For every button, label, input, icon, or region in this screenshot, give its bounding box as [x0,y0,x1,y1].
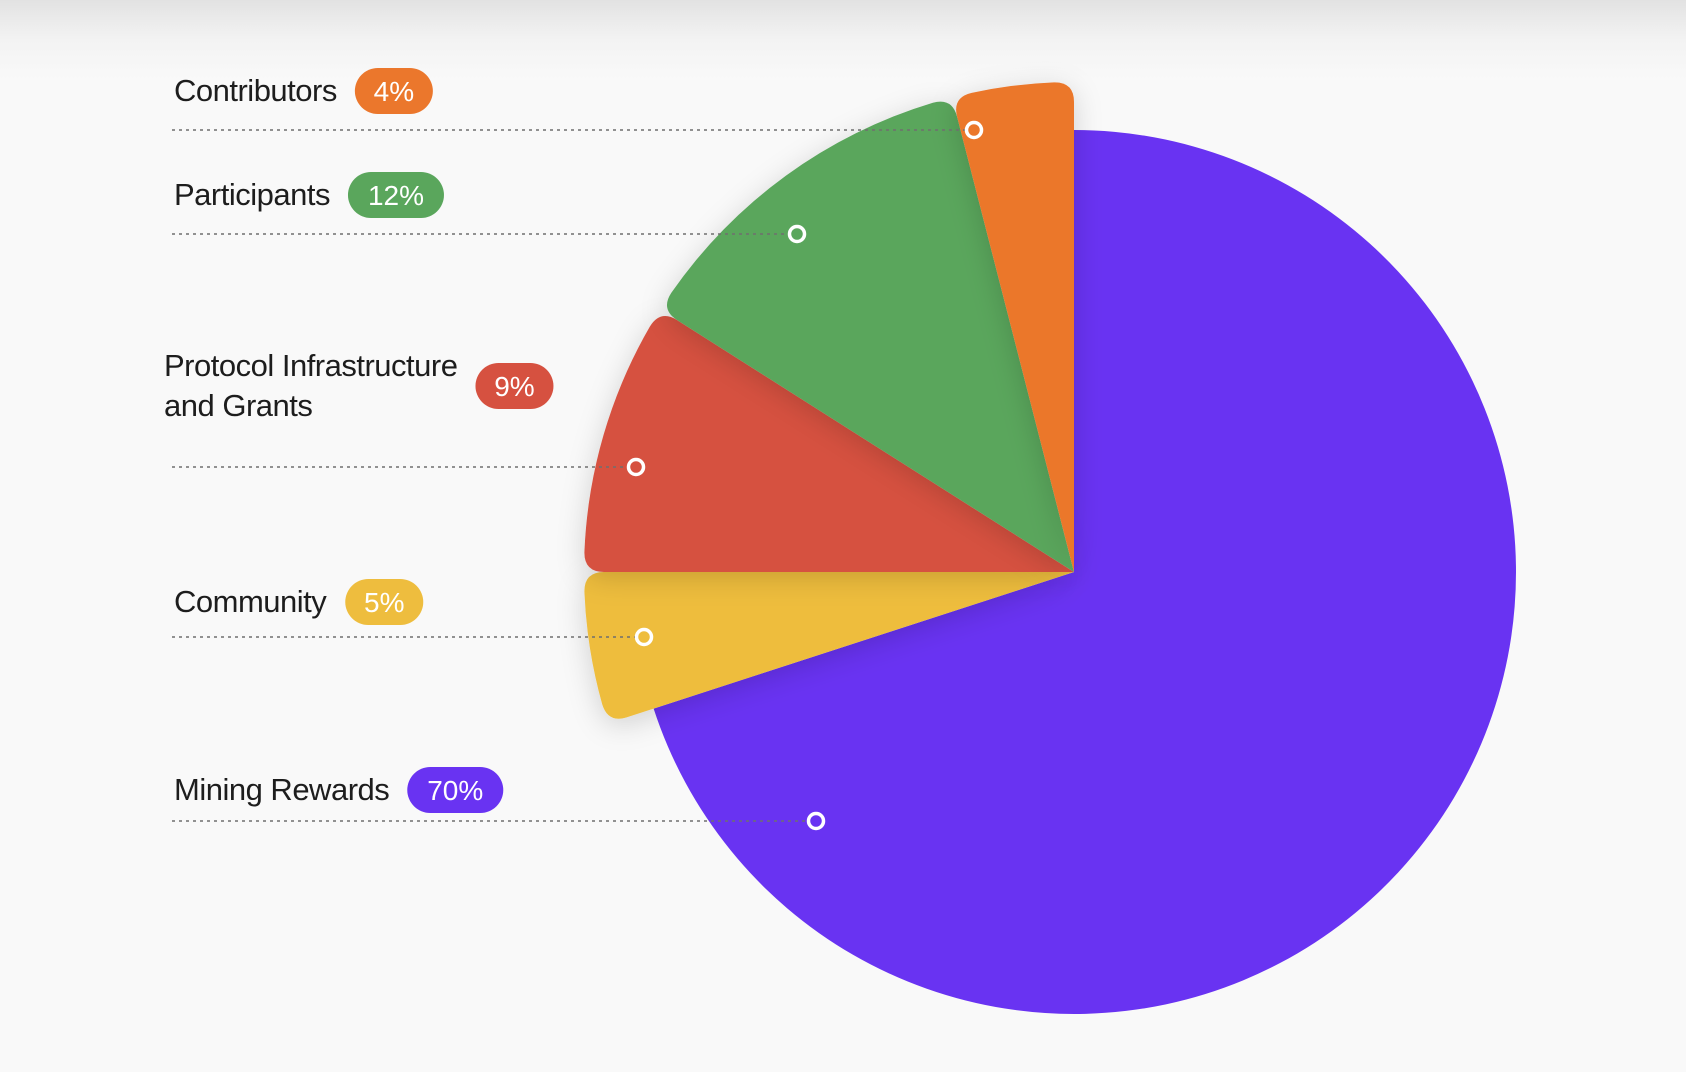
percent-label-mining-rewards: 70% [427,775,483,806]
percent-label-contributors: 4% [374,76,414,107]
label-group-mining-rewards: Mining Rewards 70% [172,767,826,831]
slice-label-contributors: Contributors [174,73,337,108]
percent-label-participants: 12% [368,180,424,211]
percent-badge-participants [347,172,444,218]
pie-slice-community [584,572,1074,719]
pie-slice-contributors [956,82,1074,572]
percent-label-community: 5% [364,587,404,618]
slice-label-protocol-infrastructure-and-grants: Protocol Infrastructure and Grants [164,348,457,423]
pie-slice-protocol-infrastructure-and-grants [584,316,1074,572]
marker-dot-community [634,627,654,647]
marker-dot-contributors [964,120,984,140]
label-group-contributors: Contributors 4% [172,68,984,140]
percent-label-protocol-infrastructure-and-grants: 9% [494,371,534,402]
percent-badge-mining-rewards [407,767,504,813]
slice-label-mining-rewards: Mining Rewards [174,772,389,807]
slice-label-participants: Participants [174,177,330,212]
pie-slice-participants [666,101,1074,572]
slice-labels: Mining Rewards 70% Community 5% Protocol Inf… [164,68,984,831]
marker-dot-protocol-infrastructure-and-grants [626,457,646,477]
label-group-community: Community 5% [172,579,654,647]
percent-badge-protocol-infrastructure-and-grants [475,363,554,409]
slice-label-community: Community [174,584,327,619]
pie-slice-mining-rewards [653,130,1516,1015]
percent-badge-contributors [354,68,433,114]
pie-slices [584,82,1516,1015]
label-group-protocol-infrastructure-and-grants: Protocol Infrastructure and Grants 9% [164,348,646,477]
marker-dot-mining-rewards [806,811,826,831]
percent-badge-community [345,579,424,625]
marker-dot-participants [787,224,807,244]
label-group-participants: Participants 12% [172,172,807,244]
